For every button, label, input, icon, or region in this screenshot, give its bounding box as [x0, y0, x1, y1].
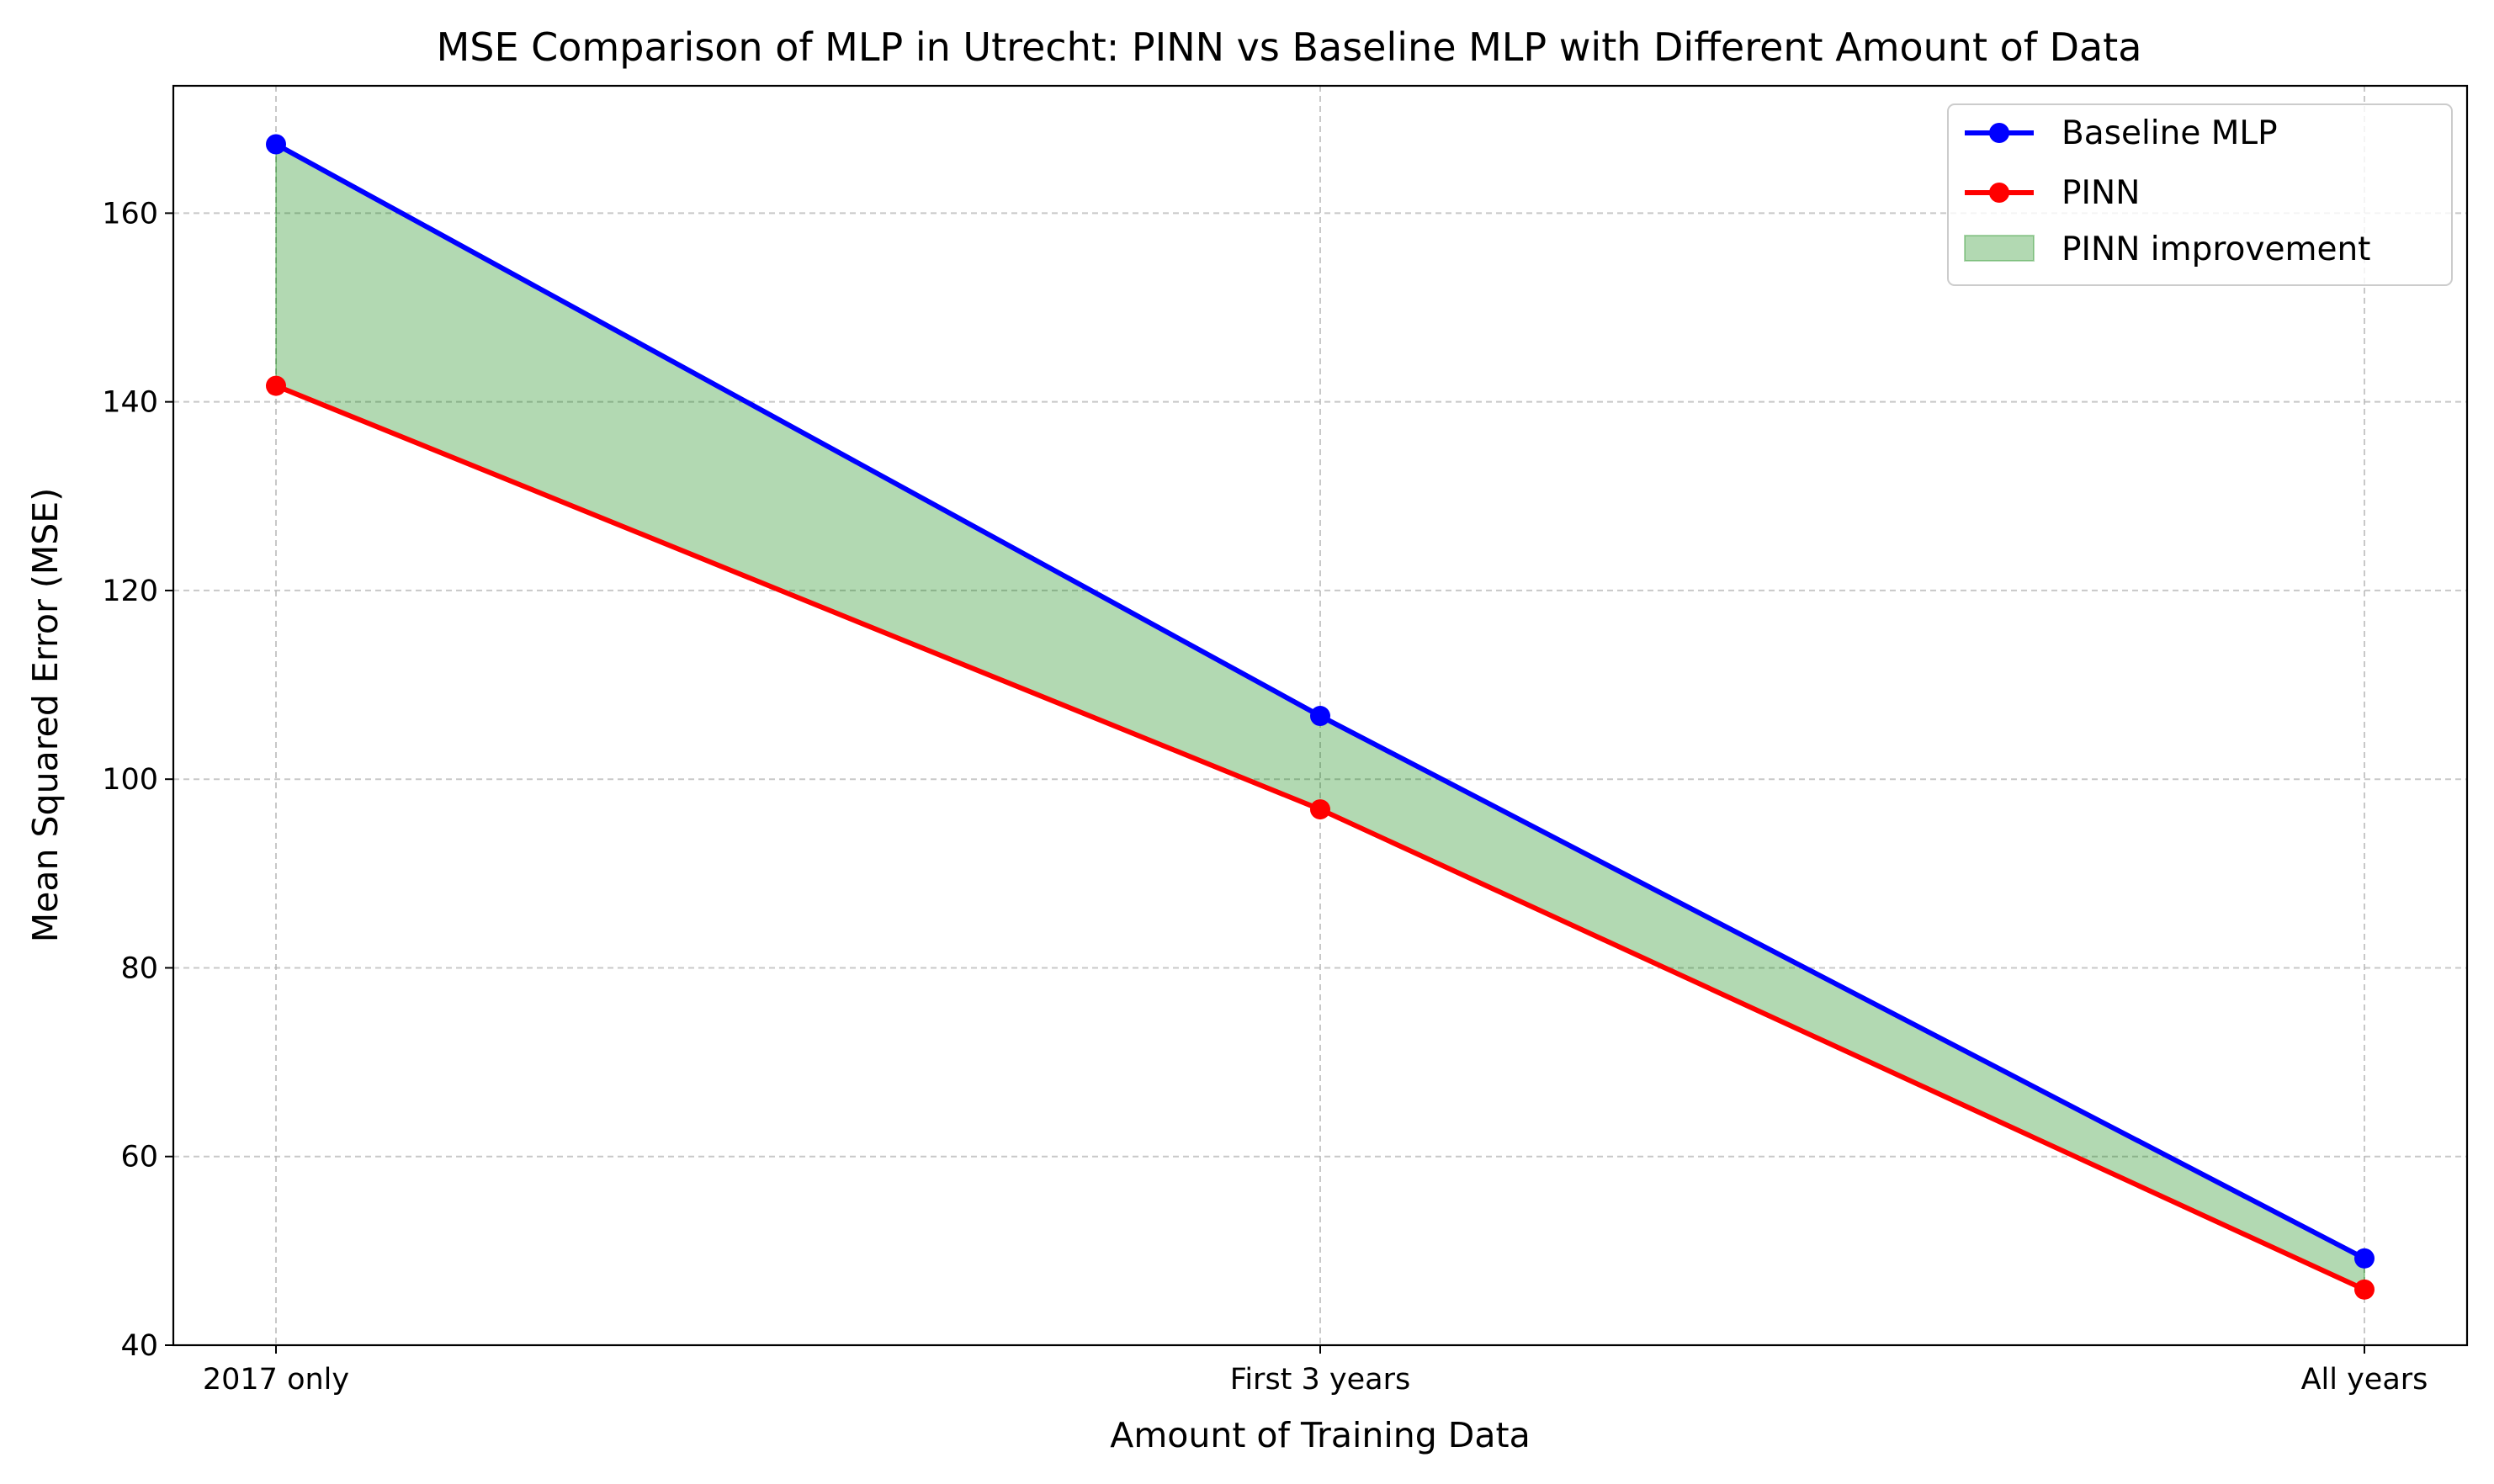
- y-axis: 40 60 80 100 120 140 160: [102, 197, 173, 1363]
- legend-fill-swatch: [1964, 235, 2035, 262]
- y-axis-label: Mean Squared Error (MSE): [25, 488, 66, 942]
- legend-label: Baseline MLP: [2062, 114, 2278, 152]
- x-axis: 2017 only First 3 years All years: [203, 1345, 2428, 1397]
- legend: Baseline MLP PINN PINN improvement: [1947, 103, 2453, 286]
- y-tick-label: 140: [102, 386, 158, 420]
- y-tick-label: 120: [102, 575, 158, 608]
- chart-title: MSE Comparison of MLP in Utrecht: PINN v…: [437, 24, 2142, 70]
- data-point-pinn: [266, 375, 286, 396]
- data-point-pinn: [1310, 799, 1330, 820]
- series-layer: [266, 134, 2375, 1300]
- x-tick-label: 2017 only: [203, 1363, 349, 1397]
- legend-marker: [1989, 123, 2009, 143]
- legend-box: [1947, 103, 2453, 286]
- y-tick-label: 160: [102, 197, 158, 231]
- y-tick-label: 80: [120, 951, 158, 985]
- series-baseline-mlp: [266, 134, 2375, 1269]
- y-tick-label: 40: [120, 1329, 158, 1363]
- y-tick-label: 100: [102, 763, 158, 797]
- x-tick-label: All years: [2301, 1363, 2428, 1397]
- legend-marker: [1989, 183, 2009, 203]
- y-tick-label: 60: [120, 1141, 158, 1174]
- x-tick-label: First 3 years: [1230, 1363, 1411, 1397]
- series-pinn: [266, 375, 2375, 1300]
- legend-label: PINN: [2062, 174, 2140, 212]
- x-axis-label: Amount of Training Data: [1110, 1415, 1530, 1455]
- data-point-baseline-mlp: [1310, 706, 1330, 727]
- legend-label: PINN improvement: [2062, 231, 2370, 268]
- data-point-baseline-mlp: [2354, 1248, 2375, 1269]
- data-point-baseline-mlp: [266, 134, 286, 155]
- data-point-pinn: [2354, 1279, 2375, 1300]
